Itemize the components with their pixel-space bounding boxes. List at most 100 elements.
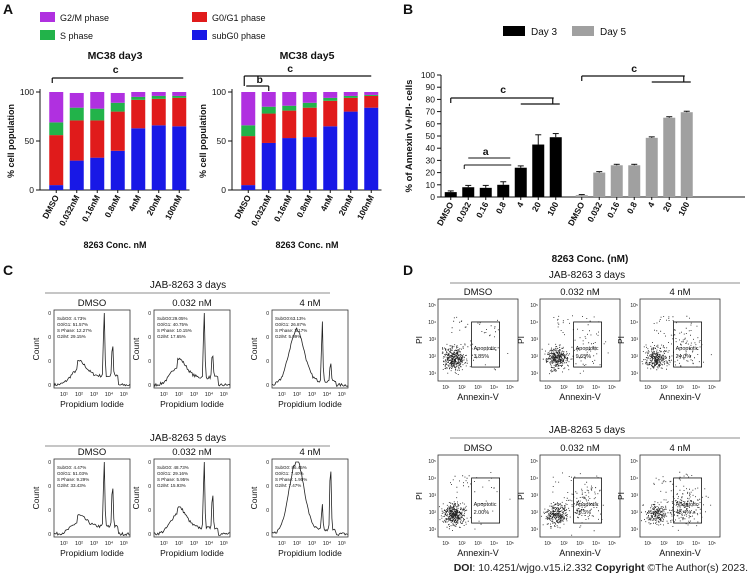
flow-x-tick: 10⁴ <box>692 541 700 547</box>
x-tick-label: 0.8 <box>494 200 509 215</box>
bar-segment-g2mphase <box>49 92 64 123</box>
histogram-x-tick: 10² <box>175 392 183 398</box>
sig-label: c <box>113 64 119 76</box>
bar-segment-subg0phase <box>282 138 297 190</box>
bar-day5 <box>575 195 588 197</box>
bar-segment-subg0phase <box>172 126 187 190</box>
flow-y-tick: 10² <box>631 510 639 516</box>
y-tick-label: 80 <box>426 94 436 104</box>
histogram-row-day5: JAB-8263 5 days DMSO SubG0: 4.47%G0/G1: 51… <box>31 433 349 558</box>
chart-title: MC38 day3 <box>88 50 143 62</box>
flow-y-tick: 10⁵ <box>428 459 436 465</box>
histogram-stat: G2/M: 5.09% <box>275 334 301 339</box>
x-tick-label: 20nM <box>336 193 355 217</box>
histogram-x-label: Propidium Iodide <box>160 399 224 409</box>
histogram-x-tick: 10⁵ <box>338 540 346 547</box>
flow-row-title: JAB-8263 5 days <box>549 425 625 436</box>
x-tick-label: 100 <box>676 200 692 217</box>
apoptotic-gate <box>471 321 501 368</box>
doi-value: : 10.4251/wjgo.v15.i2.332 <box>472 562 595 574</box>
bar-segment-subg0phase <box>241 185 256 190</box>
y-tick-label: 0 <box>221 185 226 195</box>
flow-column-label: DMSO <box>464 287 493 298</box>
x-tick-label: 4 <box>645 200 656 209</box>
flow-dots <box>641 315 712 371</box>
flow-y-tick: 10¹ <box>429 371 437 377</box>
histogram-y-tick: 0 <box>266 460 269 466</box>
histogram-y-tick: 0 <box>266 359 269 365</box>
panel-letter-c: C <box>3 262 13 278</box>
x-tick-label: 0.16 <box>605 200 622 220</box>
flow-x-tick: 10⁴ <box>692 385 700 391</box>
copyright-label: Copyright <box>594 562 645 574</box>
flow-y-label: PI <box>616 492 626 500</box>
flow-x-tick: 10⁵ <box>608 385 616 391</box>
histogram-x-tick: 10³ <box>190 392 198 398</box>
histogram-x-tick: 10¹ <box>278 392 286 398</box>
histogram-row-title: JAB-8263 5 days <box>150 433 226 444</box>
x-axis-label: 8263 Conc. nM <box>83 240 146 250</box>
histogram-stat: G0/G1: 51.03% <box>57 471 88 476</box>
flow-y-tick: 10⁴ <box>630 476 638 482</box>
histogram-y-tick: 0 <box>148 383 151 389</box>
x-tick-label: 0.16 <box>474 200 491 220</box>
x-tick-label: DMSO <box>566 200 587 228</box>
bar-segment-sphase <box>151 95 166 99</box>
x-tick-label: 0.032 <box>585 200 604 224</box>
histogram-y-label: Count <box>249 486 259 509</box>
histogram-x-tick: 10⁵ <box>338 391 346 398</box>
sig-label: a <box>483 146 489 158</box>
histogram-frame <box>153 309 231 389</box>
histogram-x-tick: 10⁴ <box>323 540 332 547</box>
flow-x-label: Annexin-V <box>559 548 601 558</box>
histogram-y-tick: 0 <box>148 532 151 538</box>
histogram-stat: G2/M: 17.65% <box>157 334 186 339</box>
gate-label: Apoptotic <box>576 346 599 352</box>
histogram-stat: G2/M: 15.93% <box>157 483 186 488</box>
histogram-x-tick: 10³ <box>190 541 198 547</box>
y-tick-label: 30 <box>426 155 436 165</box>
flow-x-tick: 10⁴ <box>592 541 600 547</box>
histogram-y-tick: 0 <box>266 383 269 389</box>
histogram-stat: S Phase: 5.95% <box>157 477 189 482</box>
bar-segment-subg0phase <box>90 157 105 190</box>
bar-segment-sphase <box>49 122 64 136</box>
flow-dots <box>541 472 604 536</box>
bar-segment-g2mphase <box>69 92 84 108</box>
flow-x-tick: 10⁴ <box>592 385 600 391</box>
histogram-frame <box>271 309 349 389</box>
bar-day3 <box>462 187 475 197</box>
histogram-stat: G0/G1: 26.87% <box>275 322 306 327</box>
flow-y-tick: 10³ <box>631 493 639 499</box>
histogram-x-tick: 10² <box>75 392 83 398</box>
flow-dots <box>641 471 712 531</box>
histogram-y-label: Count <box>31 337 41 360</box>
flow-y-label: PI <box>414 336 424 344</box>
bar-segment-g0g1phase <box>302 107 317 138</box>
y-tick-label: 40 <box>426 143 436 153</box>
x-tick-label: 0.8nM <box>102 193 122 219</box>
y-tick-label: 100 <box>212 87 226 97</box>
flow-y-tick: 10³ <box>531 337 539 343</box>
y-tick-label: 90 <box>426 82 436 92</box>
histogram-y-tick: 0 <box>48 383 51 389</box>
flow-x-tick: 10¹ <box>644 541 652 547</box>
x-tick-label: 0.8 <box>625 200 640 215</box>
x-tick-label: 0.8nM <box>294 193 314 219</box>
histogram-y-tick: 0 <box>148 460 151 466</box>
y-axis-label: % of Annexin V+/PI- cells <box>404 80 415 193</box>
y-axis-label: % cell population <box>6 104 16 178</box>
gate-label: Apoptotic <box>676 346 699 352</box>
histogram-y-label: Count <box>131 486 141 509</box>
bar-segment-g0g1phase <box>364 95 379 108</box>
bar-segment-subg0phase <box>343 111 358 190</box>
x-tick-label: 0.032 <box>454 200 473 224</box>
x-tick-label: 20 <box>530 200 543 213</box>
x-tick-label: 4nM <box>318 193 335 213</box>
bar-segment-g0g1phase <box>323 100 338 127</box>
bar-segment-subg0phase <box>110 150 125 190</box>
flow-y-label: PI <box>516 492 526 500</box>
x-tick-label: 100 <box>545 200 561 217</box>
sig-label: b <box>257 74 263 86</box>
histogram-y-tick: 0 <box>148 311 151 317</box>
